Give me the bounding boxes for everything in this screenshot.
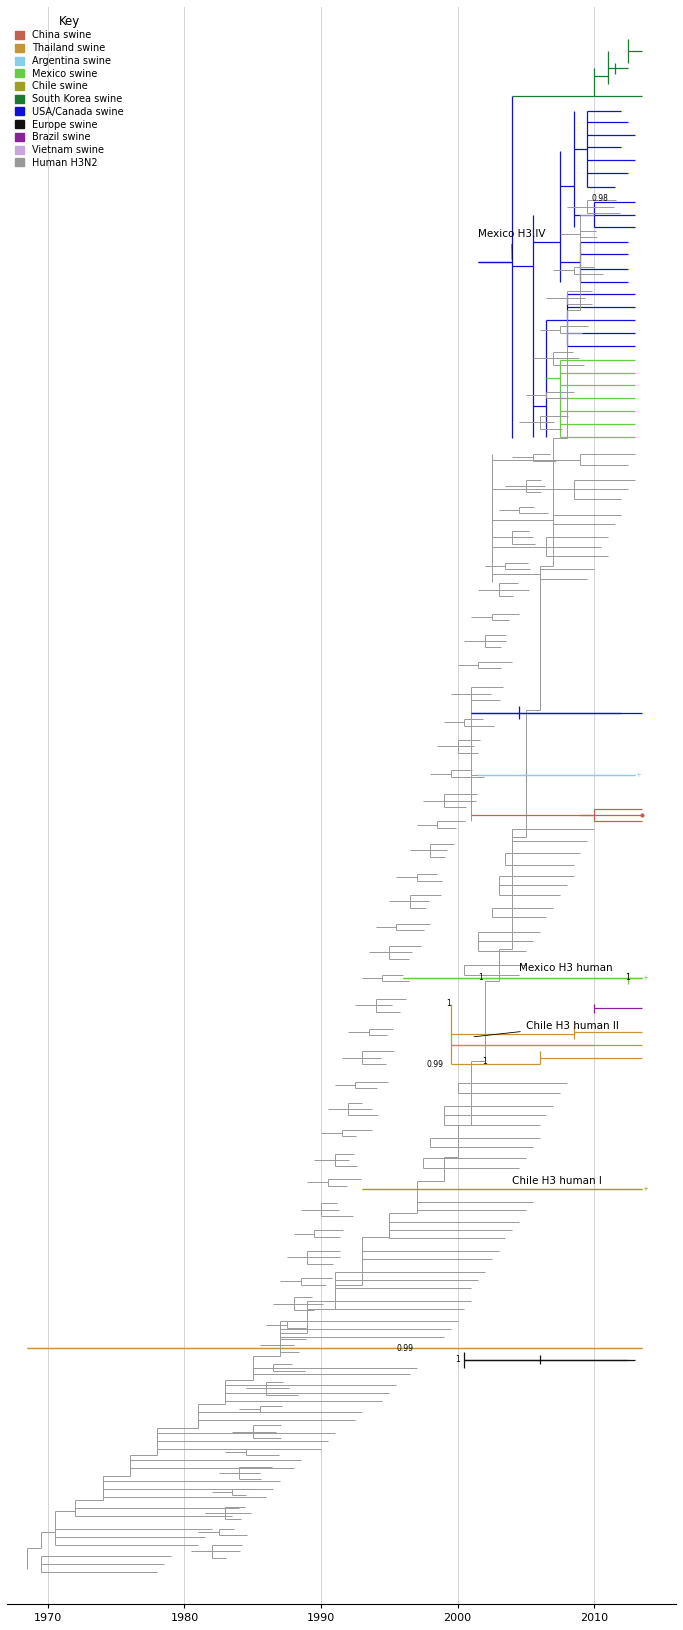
- Legend: China swine, Thailand swine, Argentina swine, Mexico swine, Chile swine, South K: China swine, Thailand swine, Argentina s…: [12, 11, 127, 171]
- Text: Chile H3 human I: Chile H3 human I: [512, 1175, 602, 1185]
- Text: 1: 1: [455, 1355, 460, 1364]
- Text: 1: 1: [482, 1056, 487, 1066]
- Text: Mexico H3 human: Mexico H3 human: [519, 963, 613, 973]
- Text: Mexico H3.IV: Mexico H3.IV: [478, 228, 546, 259]
- Text: 1: 1: [626, 973, 630, 983]
- Text: 1: 1: [478, 973, 483, 983]
- Text: Chile H3 human II: Chile H3 human II: [474, 1020, 619, 1037]
- Text: 0.99: 0.99: [396, 1345, 413, 1353]
- Text: +: +: [642, 1185, 647, 1192]
- Text: +: +: [642, 975, 647, 981]
- Text: 0.98: 0.98: [591, 194, 609, 204]
- Text: 0.99: 0.99: [427, 1060, 444, 1069]
- Text: +: +: [635, 773, 641, 778]
- Text: 1: 1: [447, 999, 451, 1007]
